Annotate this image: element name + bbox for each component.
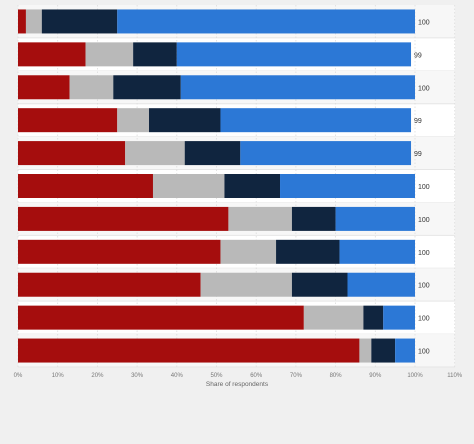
bar-segment-1 [18, 272, 201, 297]
bars [18, 9, 415, 363]
bar-segment-2 [69, 75, 114, 100]
bar-segment-1 [18, 305, 304, 330]
x-tick-label: 40% [171, 373, 184, 379]
bar-segment-2 [152, 174, 225, 198]
total-label: 100 [418, 217, 430, 224]
bar-segment-2 [117, 108, 150, 133]
bar-segment-2 [125, 141, 185, 166]
bar-segment-4 [220, 108, 412, 133]
bar-segment-2 [228, 206, 292, 231]
bar-segment-2 [25, 9, 42, 34]
bar-segment-3 [224, 174, 281, 198]
bar-segment-3 [184, 141, 241, 166]
total-label: 99 [414, 52, 422, 59]
total-label: 100 [418, 349, 430, 356]
x-tick-label: 0% [14, 373, 23, 379]
bar-segment-4 [180, 75, 415, 100]
bar-segment-1 [18, 174, 153, 198]
bar-segment-3 [113, 75, 181, 100]
bar-segment-3 [149, 108, 221, 133]
bar-segment-3 [41, 9, 118, 34]
total-label: 100 [418, 250, 430, 257]
bar-segment-4 [347, 272, 415, 297]
bar-segment-1 [18, 338, 360, 363]
x-tick-label: 30% [131, 373, 144, 379]
x-tick-label: 90% [369, 373, 382, 379]
bar-segment-1 [18, 9, 26, 34]
total-label: 99 [414, 151, 422, 158]
bar-segment-4 [280, 174, 415, 198]
bar-segment-1 [18, 108, 118, 133]
bar-segment-1 [18, 141, 126, 166]
bar-segment-2 [85, 42, 134, 67]
x-tick-label: 10% [52, 373, 65, 379]
x-tick-label: 20% [91, 373, 104, 379]
total-label: 100 [418, 19, 430, 26]
x-tick-label: 100% [407, 373, 423, 379]
total-label: 100 [418, 85, 430, 92]
total-labels: 100 99 100 99 99 100 100 100 100 100 100 [414, 19, 430, 355]
x-tick-label: 60% [250, 373, 263, 379]
bar-segment-3 [291, 272, 348, 297]
bar-segment-2 [359, 338, 372, 363]
bar-segment-4 [383, 305, 415, 330]
x-axis-ticks: 0% 10% 20% 30% 40% 50% 60% 70% 80% 90% 100% 110% [14, 373, 463, 379]
bar-segment-4 [335, 206, 415, 231]
x-tick-label: 50% [210, 373, 223, 379]
bar-segment-1 [18, 42, 86, 67]
bar-segment-4 [339, 239, 415, 264]
bar-segment-3 [133, 42, 177, 67]
bar-segment-4 [395, 338, 415, 363]
bar-segment-2 [303, 305, 364, 330]
x-axis-label: Share of respondents [206, 381, 269, 388]
bar-segment-2 [200, 272, 292, 297]
total-label: 100 [418, 184, 430, 191]
bar-segment-4 [176, 42, 412, 67]
bar-segment-1 [18, 75, 70, 100]
bar-segment-3 [363, 305, 384, 330]
bar-segment-3 [276, 239, 340, 264]
x-tick-label: 70% [290, 373, 303, 379]
total-label: 100 [418, 283, 430, 290]
bar-segment-2 [220, 239, 277, 264]
bar-segment-1 [18, 239, 221, 264]
total-label: 99 [414, 118, 422, 125]
bar-segment-3 [291, 206, 336, 231]
x-tick-label: 80% [330, 373, 343, 379]
bar-segment-1 [18, 206, 229, 231]
bar-segment-4 [240, 141, 412, 166]
bar-segment-3 [371, 338, 396, 363]
x-tick-label: 110% [447, 373, 463, 379]
total-label: 100 [418, 316, 430, 323]
bar-segment-4 [117, 9, 415, 34]
